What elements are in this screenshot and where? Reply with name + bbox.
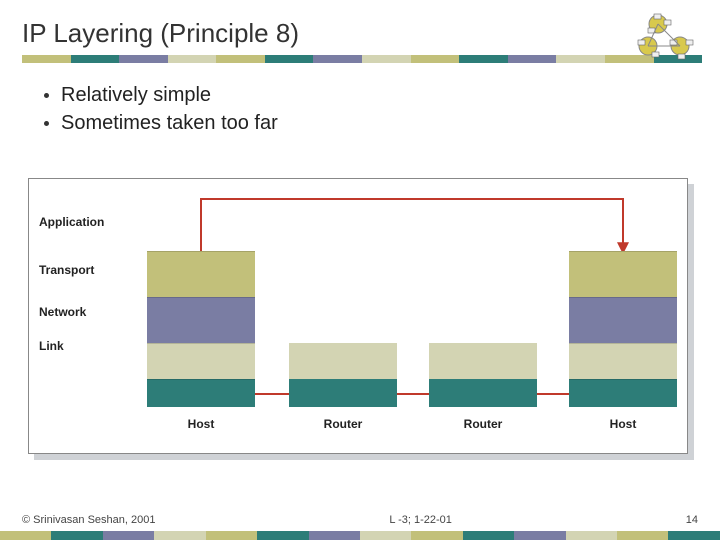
bullet-list: Relatively simpleSometimes taken too far xyxy=(0,67,720,137)
layer-label-link: Link xyxy=(39,339,64,353)
page-number: 14 xyxy=(686,514,698,526)
network-logo-icon xyxy=(634,10,706,60)
layer-network xyxy=(289,343,397,379)
layer-label-transport: Transport xyxy=(39,263,94,277)
host-stack xyxy=(569,251,677,407)
node-label: Router xyxy=(289,417,397,431)
layer-link xyxy=(429,379,537,407)
node-label: Host xyxy=(569,417,677,431)
router-stack xyxy=(429,343,537,407)
node-label: Router xyxy=(429,417,537,431)
layer-transport xyxy=(147,297,255,343)
layering-diagram: Application Transport Network Link Host Rout… xyxy=(28,178,692,458)
layer-network xyxy=(147,343,255,379)
layer-label-network: Network xyxy=(39,305,86,319)
layer-link xyxy=(289,379,397,407)
layer-network xyxy=(429,343,537,379)
page-title: IP Layering (Principle 8) xyxy=(22,18,698,49)
footer-stripe xyxy=(0,531,720,540)
lecture-id: L -3; 1-22-01 xyxy=(389,514,452,526)
layer-application xyxy=(569,251,677,297)
router-stack xyxy=(289,343,397,407)
bullet-item: Sometimes taken too far xyxy=(44,109,698,137)
bullet-item: Relatively simple xyxy=(44,81,698,109)
layer-transport xyxy=(569,297,677,343)
title-underline xyxy=(22,55,702,63)
node-label: Host xyxy=(147,417,255,431)
layer-link xyxy=(569,379,677,407)
copyright: © Srinivasan Seshan, 2001 xyxy=(22,514,155,526)
layer-network xyxy=(569,343,677,379)
slide-footer: © Srinivasan Seshan, 2001 L -3; 1-22-01 … xyxy=(22,514,698,526)
layer-link xyxy=(147,379,255,407)
host-stack xyxy=(147,251,255,407)
layer-label-application: Application xyxy=(39,215,104,229)
layer-application xyxy=(147,251,255,297)
